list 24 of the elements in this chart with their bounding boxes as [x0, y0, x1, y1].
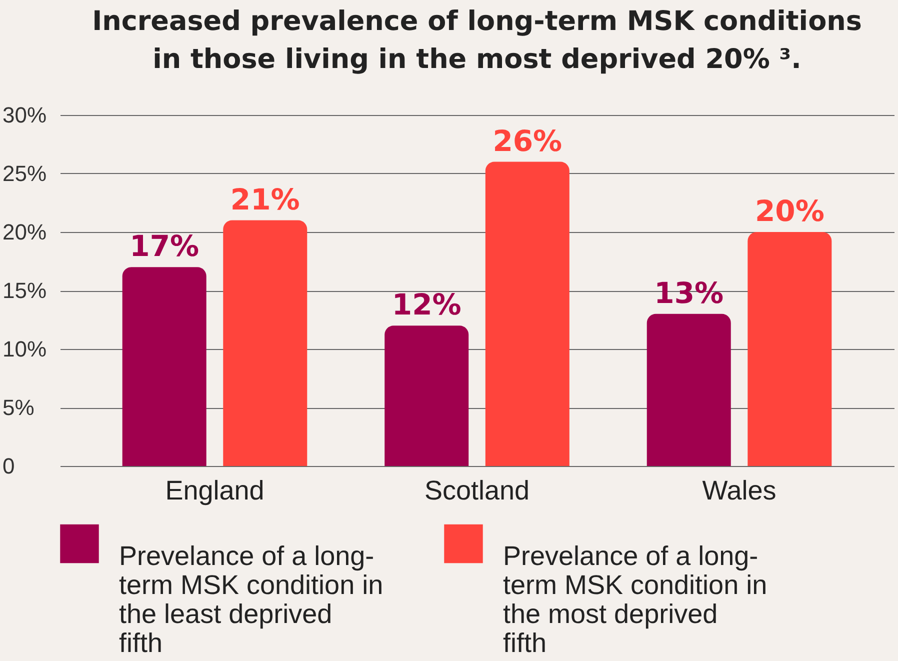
bar: [748, 232, 832, 466]
data-label: 20%: [754, 194, 824, 228]
legend-label: Prevelance of a long-term MSK condition in the most deprived fifth: [503, 540, 768, 658]
y-tick-label: 5%: [2, 395, 34, 420]
legend-label: Prevelance of a long-term MSK condition in the least deprived fifth: [119, 540, 384, 658]
x-tick-label: Scotland: [424, 476, 530, 506]
chart-title: Increased prevalence of long-term MSK conditions in those living in the most deprived 20% ³.: [92, 6, 862, 75]
bar: [646, 314, 731, 466]
data-label: 21%: [230, 182, 300, 216]
y-tick-label: 10%: [2, 336, 47, 362]
bar: [122, 267, 206, 466]
bar: [485, 162, 570, 466]
bar: [223, 220, 308, 466]
data-label: 26%: [492, 124, 562, 158]
y-tick-label: 0: [2, 454, 15, 478]
y-tick-label: 30%: [2, 102, 47, 128]
x-tick-label: Wales: [702, 476, 776, 506]
y-tick-label: 20%: [2, 220, 47, 244]
bar: [384, 326, 469, 466]
data-label: 17%: [130, 229, 200, 264]
y-tick-label: 25%: [2, 161, 47, 186]
x-tick-label: England: [165, 476, 264, 506]
y-tick-label: 15%: [2, 278, 47, 303]
data-label: 12%: [392, 288, 462, 322]
